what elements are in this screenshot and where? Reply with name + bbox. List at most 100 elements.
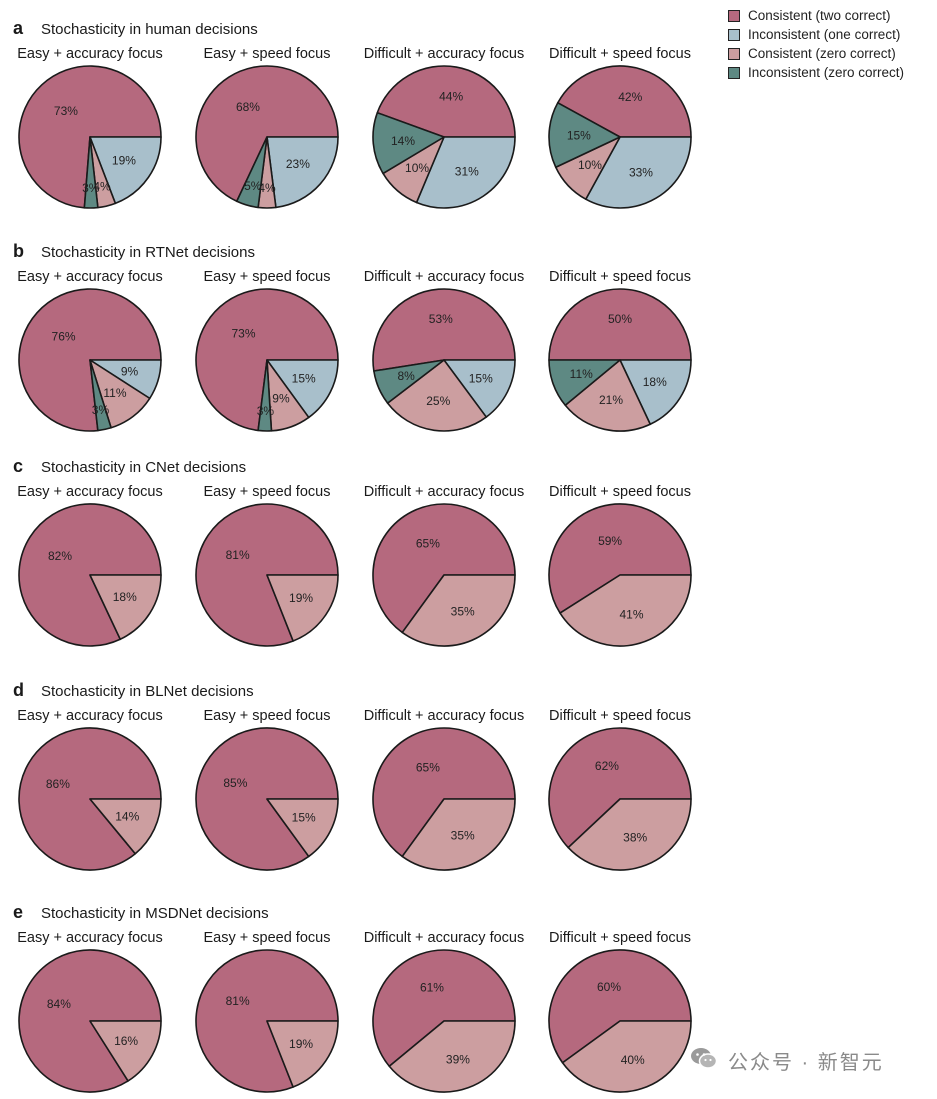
pie-chart: Difficult + accuracy focus 65% 35%: [364, 484, 525, 647]
panel-title: Stochasticity in CNet decisions: [41, 459, 246, 476]
legend-label: Consistent (two correct): [748, 8, 891, 23]
slice-label: 73%: [232, 326, 256, 340]
chart-title: Easy + accuracy focus: [17, 930, 162, 946]
pie-slice-consistent-two: [376, 65, 516, 138]
pie-slice-consistent-zero: [388, 1020, 516, 1093]
slice-label: 10%: [405, 161, 429, 175]
pie-chart: Difficult + speed focus 42% 33% 10% 15%: [548, 46, 692, 209]
chart-title: Easy + accuracy focus: [17, 269, 162, 285]
chart-title: Difficult + accuracy focus: [364, 484, 525, 500]
panel-e: e Stochasticity in MSDNet decisions Easy +…: [13, 902, 692, 1093]
slice-label: 14%: [391, 134, 415, 148]
slice-label: 40%: [621, 1053, 645, 1067]
pie-slice-consistent-two: [548, 503, 692, 614]
panel-a: a Stochasticity in human decisions Easy + …: [13, 18, 692, 209]
pie-slice-consistent-zero: [386, 359, 488, 432]
slice-label: 76%: [52, 329, 76, 343]
chart-title: Difficult + speed focus: [549, 46, 691, 62]
slice-label: 60%: [597, 980, 621, 994]
slice-label: 9%: [272, 392, 290, 406]
pie-slice-consistent-zero: [564, 359, 652, 432]
pie-chart: Easy + accuracy focus 82% 18%: [17, 484, 163, 647]
pie-slice-inconsistent-one: [584, 136, 692, 209]
panel-letter: a: [13, 18, 24, 38]
pie-chart: Difficult + speed focus 59% 41%: [548, 484, 692, 647]
slice-label: 39%: [446, 1053, 470, 1067]
panel-title: Stochasticity in BLNet decisions: [41, 683, 254, 700]
chart-title: Difficult + accuracy focus: [364, 269, 525, 285]
chart-title: Difficult + speed focus: [549, 484, 691, 500]
slice-label: 15%: [469, 372, 493, 386]
slice-label: 21%: [599, 393, 623, 407]
pie-slice-consistent-zero: [561, 1020, 692, 1093]
chart-title: Easy + accuracy focus: [17, 484, 162, 500]
pie-chart: Difficult + speed focus 62% 38%: [548, 708, 692, 871]
panel-letter: d: [13, 680, 24, 700]
chart-title: Easy + speed focus: [204, 484, 331, 500]
slice-label: 73%: [54, 104, 78, 118]
pie-slice-consistent-two: [556, 65, 692, 138]
slice-label: 15%: [567, 129, 591, 143]
chart-title: Difficult + accuracy focus: [364, 708, 525, 724]
slice-label: 81%: [226, 994, 250, 1008]
pie-slice-inconsistent-zero: [89, 359, 112, 432]
slice-label: 23%: [286, 157, 310, 171]
pie-chart: Difficult + accuracy focus 44% 31% 10% 14%: [364, 46, 525, 209]
pie-chart: Difficult + accuracy focus 53% 15% 25% 8%: [364, 269, 525, 432]
slice-label: 50%: [608, 312, 632, 326]
pie-slice-consistent-two: [372, 727, 516, 858]
pie-slice-consistent-zero: [266, 574, 339, 642]
slice-label: 3%: [82, 181, 100, 195]
chart-title: Easy + speed focus: [204, 708, 331, 724]
pie-slice-consistent-two: [372, 503, 516, 634]
slice-label: 31%: [455, 164, 479, 178]
chart-title: Easy + accuracy focus: [17, 708, 162, 724]
pie-slice-inconsistent-zero: [548, 101, 621, 169]
slice-label: 82%: [48, 549, 72, 563]
legend-item-consistent-two: Consistent (two correct): [728, 6, 904, 25]
pie-slice-consistent-two: [548, 727, 692, 849]
legend-swatch-consistent-zero: [728, 47, 740, 60]
slice-label: 61%: [420, 981, 444, 995]
chart-title: Difficult + speed focus: [549, 708, 691, 724]
pie-slice-consistent-zero: [266, 1020, 339, 1088]
pie-chart: Easy + speed focus 85% 15%: [195, 708, 339, 871]
pie-slice-consistent-zero: [89, 1020, 162, 1082]
pie-chart: Easy + accuracy focus 86% 14%: [17, 708, 163, 871]
panel-letter: b: [13, 241, 24, 261]
legend-swatch-inconsistent-one: [728, 28, 740, 41]
chart-title: Difficult + accuracy focus: [364, 930, 525, 946]
slice-label: 86%: [46, 777, 70, 791]
chart-title: Easy + speed focus: [204, 269, 331, 285]
slice-label: 33%: [629, 165, 653, 179]
panel-b: b Stochasticity in RTNet decisions Easy + …: [13, 241, 692, 432]
pie-slice-consistent-zero: [401, 798, 516, 871]
panel-title: Stochasticity in human decisions: [41, 21, 258, 38]
pie-slice-consistent-zero: [401, 574, 516, 647]
pie-slice-consistent-two: [548, 288, 692, 361]
slice-label: 10%: [578, 158, 602, 172]
slice-label: 19%: [289, 1037, 313, 1051]
slice-label: 16%: [114, 1034, 138, 1048]
slice-label: 18%: [113, 590, 137, 604]
slice-label: 25%: [426, 394, 450, 408]
legend: Consistent (two correct) Inconsistent (o…: [728, 6, 904, 82]
legend-item-inconsistent-zero: Inconsistent (zero correct): [728, 63, 904, 82]
legend-swatch-consistent-two: [728, 9, 740, 22]
pie-chart: Easy + speed focus 73% 15%9%3%: [195, 269, 339, 432]
slice-label: 11%: [570, 367, 593, 381]
chart-title: Difficult + speed focus: [549, 269, 691, 285]
pie-slice-consistent-two: [372, 949, 516, 1068]
panel-letter: c: [13, 456, 23, 476]
slice-label: 3%: [92, 403, 110, 417]
slice-label: 9%: [121, 365, 139, 379]
slice-label: 65%: [416, 760, 440, 774]
pie-chart: Easy + speed focus 68% 23% 4%5%: [195, 46, 339, 209]
slice-label: 11%: [103, 386, 126, 400]
pie-slice-consistent-two: [372, 288, 516, 372]
chart-title: Difficult + accuracy focus: [364, 46, 525, 62]
panel-c: c Stochasticity in CNet decisions Easy + a…: [13, 456, 692, 647]
slice-label: 35%: [451, 829, 475, 843]
pie-chart: Easy + accuracy focus 73% 19%4%3%: [17, 46, 163, 209]
